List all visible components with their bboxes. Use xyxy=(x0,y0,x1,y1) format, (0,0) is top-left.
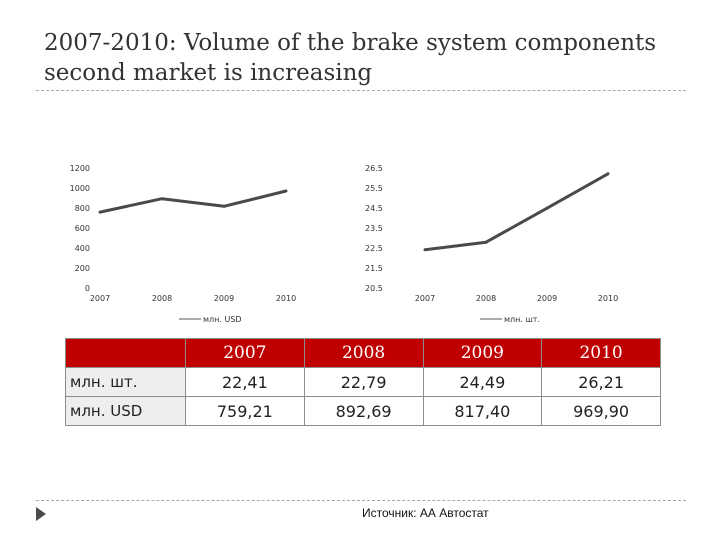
y-tick-label: 21.5 xyxy=(365,264,383,273)
data-point xyxy=(606,172,610,176)
x-tick-label: 2009 xyxy=(537,294,557,303)
slide-title: 2007-2010: Volume of the brake system co… xyxy=(44,30,657,86)
table-cell: 24,49 xyxy=(422,367,543,397)
table-header-2008: 2008 xyxy=(303,338,424,368)
x-tick-label: 2010 xyxy=(276,294,296,303)
legend-label: млн. шт. xyxy=(504,315,540,324)
y-tick-label: 25.5 xyxy=(365,184,383,193)
x-tick-label: 2010 xyxy=(598,294,618,303)
data-point xyxy=(545,206,549,210)
table-row: млн. USD 759,21 892,69 817,40 969,90 xyxy=(65,396,661,426)
table-cell: 759,21 xyxy=(185,396,305,426)
table-cell: 22,41 xyxy=(185,367,305,397)
x-tick-label: 2007 xyxy=(415,294,435,303)
series-line xyxy=(99,189,287,214)
table-cell: 22,79 xyxy=(303,367,424,397)
source-note: Источник: АА Автостат xyxy=(362,506,489,520)
data-point xyxy=(98,210,102,214)
row-label-usd: млн. USD xyxy=(65,396,186,426)
table-cell: 26,21 xyxy=(541,367,661,397)
table-header-row: 2007 2008 2009 2010 xyxy=(65,338,661,368)
table-header-2009: 2009 xyxy=(422,338,543,368)
y-tick-label: 600 xyxy=(75,224,90,233)
y-tick-label: 0 xyxy=(85,284,90,293)
y-tick-label: 1200 xyxy=(70,164,90,173)
y-tick-label: 1000 xyxy=(70,184,90,193)
table-cell: 892,69 xyxy=(303,396,424,426)
series-line xyxy=(424,172,609,252)
chart-volume-units: 26.5 25.5 24.5 23.5 22.5 21.5 20.5 2007 2008 2009… xyxy=(365,164,618,324)
data-point xyxy=(160,197,164,201)
y-tick-label: 800 xyxy=(75,204,90,213)
x-tick-label: 2008 xyxy=(476,294,496,303)
y-tick-label: 26.5 xyxy=(365,164,383,173)
y-tick-label: 23.5 xyxy=(365,224,383,233)
table-header-2010: 2010 xyxy=(541,338,661,368)
data-point xyxy=(284,189,288,193)
bullet-arrow-icon xyxy=(36,507,46,521)
table-header-2007: 2007 xyxy=(185,338,305,368)
data-point xyxy=(222,204,226,208)
y-tick-label: 400 xyxy=(75,244,90,253)
y-tick-label: 200 xyxy=(75,264,90,273)
y-tick-label: 24.5 xyxy=(365,204,383,213)
table-cell: 969,90 xyxy=(541,396,661,426)
x-tick-label: 2009 xyxy=(214,294,234,303)
row-label-units: млн. шт. xyxy=(65,367,186,397)
legend-label: млн. USD xyxy=(203,315,242,324)
data-point xyxy=(484,240,488,244)
y-tick-label: 22.5 xyxy=(365,244,383,253)
table-row: млн. шт. 22,41 22,79 24,49 26,21 xyxy=(65,367,661,397)
x-tick-label: 2008 xyxy=(152,294,172,303)
data-point xyxy=(423,248,427,252)
y-tick-label: 20.5 xyxy=(365,284,383,293)
x-tick-label: 2007 xyxy=(90,294,110,303)
footer-divider xyxy=(36,500,686,501)
table-header-corner xyxy=(65,338,186,368)
table-cell: 817,40 xyxy=(422,396,543,426)
data-table: 2007 2008 2009 2010 млн. шт. 22,41 22,79… xyxy=(65,338,661,426)
title-divider xyxy=(36,90,686,91)
